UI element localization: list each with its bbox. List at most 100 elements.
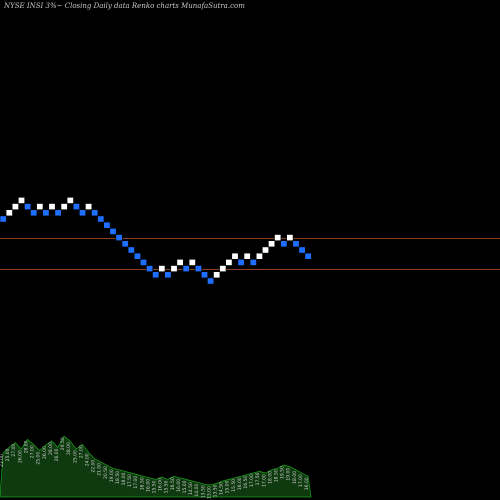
renko-brick-up (11, 203, 19, 210)
renko-brick-down (280, 240, 288, 248)
renko-brick-up (85, 203, 93, 210)
renko-brick-up (243, 252, 251, 260)
volume-label: 23.00 (0, 454, 5, 467)
renko-brick-down (152, 271, 160, 279)
renko-brick-up (188, 258, 196, 266)
volume-label: 17.00 (249, 474, 255, 487)
renko-brick-up (158, 265, 166, 272)
renko-brick-up (274, 234, 282, 241)
renko-brick-up (225, 258, 233, 266)
volume-label: 16.00 (176, 479, 182, 492)
volume-label: 16.50 (139, 477, 145, 490)
renko-brick-down (97, 215, 105, 223)
renko-brick-up (36, 203, 44, 210)
renko-brick-up (219, 265, 227, 272)
volume-label: 16.00 (145, 479, 151, 492)
volume-label: 28.00 (66, 442, 72, 455)
volume-label: 14.00 (194, 484, 200, 497)
renko-brick-down (72, 203, 80, 210)
renko-brick-up (5, 209, 13, 217)
volume-label: 13.50 (200, 485, 206, 498)
renko-brick-up (17, 197, 25, 204)
volume-label: 15.50 (231, 479, 237, 492)
volume-label: 29.50 (60, 437, 66, 450)
volume-label: 25.00 (5, 448, 11, 461)
renko-brick-down (121, 240, 129, 248)
volume-label: 19.50 (280, 466, 286, 479)
volume-label: 15.50 (152, 480, 158, 493)
renko-brick-down (54, 209, 62, 217)
renko-brick-up (60, 203, 68, 210)
renko-brick-up (170, 265, 178, 272)
volume-label: 13.00 (206, 486, 212, 499)
volume-label: 17.00 (298, 474, 304, 487)
renko-brick-down (182, 265, 190, 272)
volume-label: 25.00 (36, 452, 42, 465)
volume-label: 18.00 (292, 471, 298, 484)
volume-label: 27.00 (78, 445, 84, 458)
renko-brick-down (237, 258, 245, 266)
renko-brick-down (42, 209, 50, 217)
renko-brick-up (255, 252, 263, 260)
renko-brick-down (249, 258, 257, 266)
renko-brick-down (24, 203, 32, 210)
volume-label: 19.00 (286, 468, 292, 481)
volume-label: 17.50 (255, 472, 261, 485)
renko-brick-up (176, 258, 184, 266)
volume-label: 26.00 (17, 450, 23, 463)
renko-brick-up (213, 271, 221, 279)
volume-label: 16.50 (243, 476, 249, 489)
renko-brick-down (194, 265, 202, 272)
volume-label: 26.00 (54, 448, 60, 461)
volume-label: 17.50 (127, 474, 133, 487)
volume-label: 27.00 (30, 445, 36, 458)
volume-label: 21.00 (97, 463, 103, 476)
renko-brick-down (91, 209, 99, 217)
volume-label: 18.00 (121, 472, 127, 485)
renko-brick-up (66, 197, 74, 204)
volume-label: 28.00 (23, 440, 29, 453)
renko-brick-up (48, 203, 56, 210)
volume-area (0, 435, 312, 498)
renko-brick-up (286, 234, 294, 241)
renko-brick-down (115, 234, 123, 241)
volume-label: 13.50 (213, 484, 219, 497)
volume-label: 16.00 (158, 478, 164, 491)
volume-label: 27.00 (11, 444, 17, 457)
volume-label: 22.00 (91, 460, 97, 473)
renko-brick-down (201, 271, 209, 279)
renko-brick-down (304, 252, 312, 260)
bricks (0, 197, 312, 285)
volume-label: 14.50 (219, 482, 225, 495)
volume-label: 15.00 (182, 480, 188, 493)
renko-brick-up (231, 252, 239, 260)
volume-label: 19.00 (109, 469, 115, 482)
renko-brick-down (140, 258, 148, 266)
renko-brick-down (103, 221, 111, 229)
renko-brick-down (298, 246, 306, 254)
renko-brick-down (79, 209, 87, 217)
renko-brick-down (146, 265, 154, 272)
volume-label: 20.50 (103, 466, 109, 479)
renko-brick-down (127, 246, 135, 254)
renko-brick-down (292, 240, 300, 248)
volume-label: 17.00 (261, 474, 267, 487)
volume-label: 15.00 (225, 480, 231, 493)
renko-brick-down (30, 209, 38, 217)
volume-label: 16.00 (304, 477, 310, 490)
volume-label: 18.50 (115, 471, 121, 484)
renko-brick-down (133, 252, 141, 260)
volume-label: 15.50 (164, 480, 170, 493)
renko-brick-down (109, 228, 117, 235)
volume-label: 14.50 (188, 482, 194, 495)
renko-brick-up (268, 240, 276, 248)
volume-label: 16.50 (170, 477, 176, 490)
support-lines (0, 238, 500, 271)
volume-label: 26.00 (42, 446, 48, 459)
renko-brick-down (0, 215, 7, 223)
volume-label: 16.00 (237, 477, 243, 490)
volume-label: 17.00 (133, 476, 139, 489)
volume-label: 18.00 (267, 471, 273, 484)
